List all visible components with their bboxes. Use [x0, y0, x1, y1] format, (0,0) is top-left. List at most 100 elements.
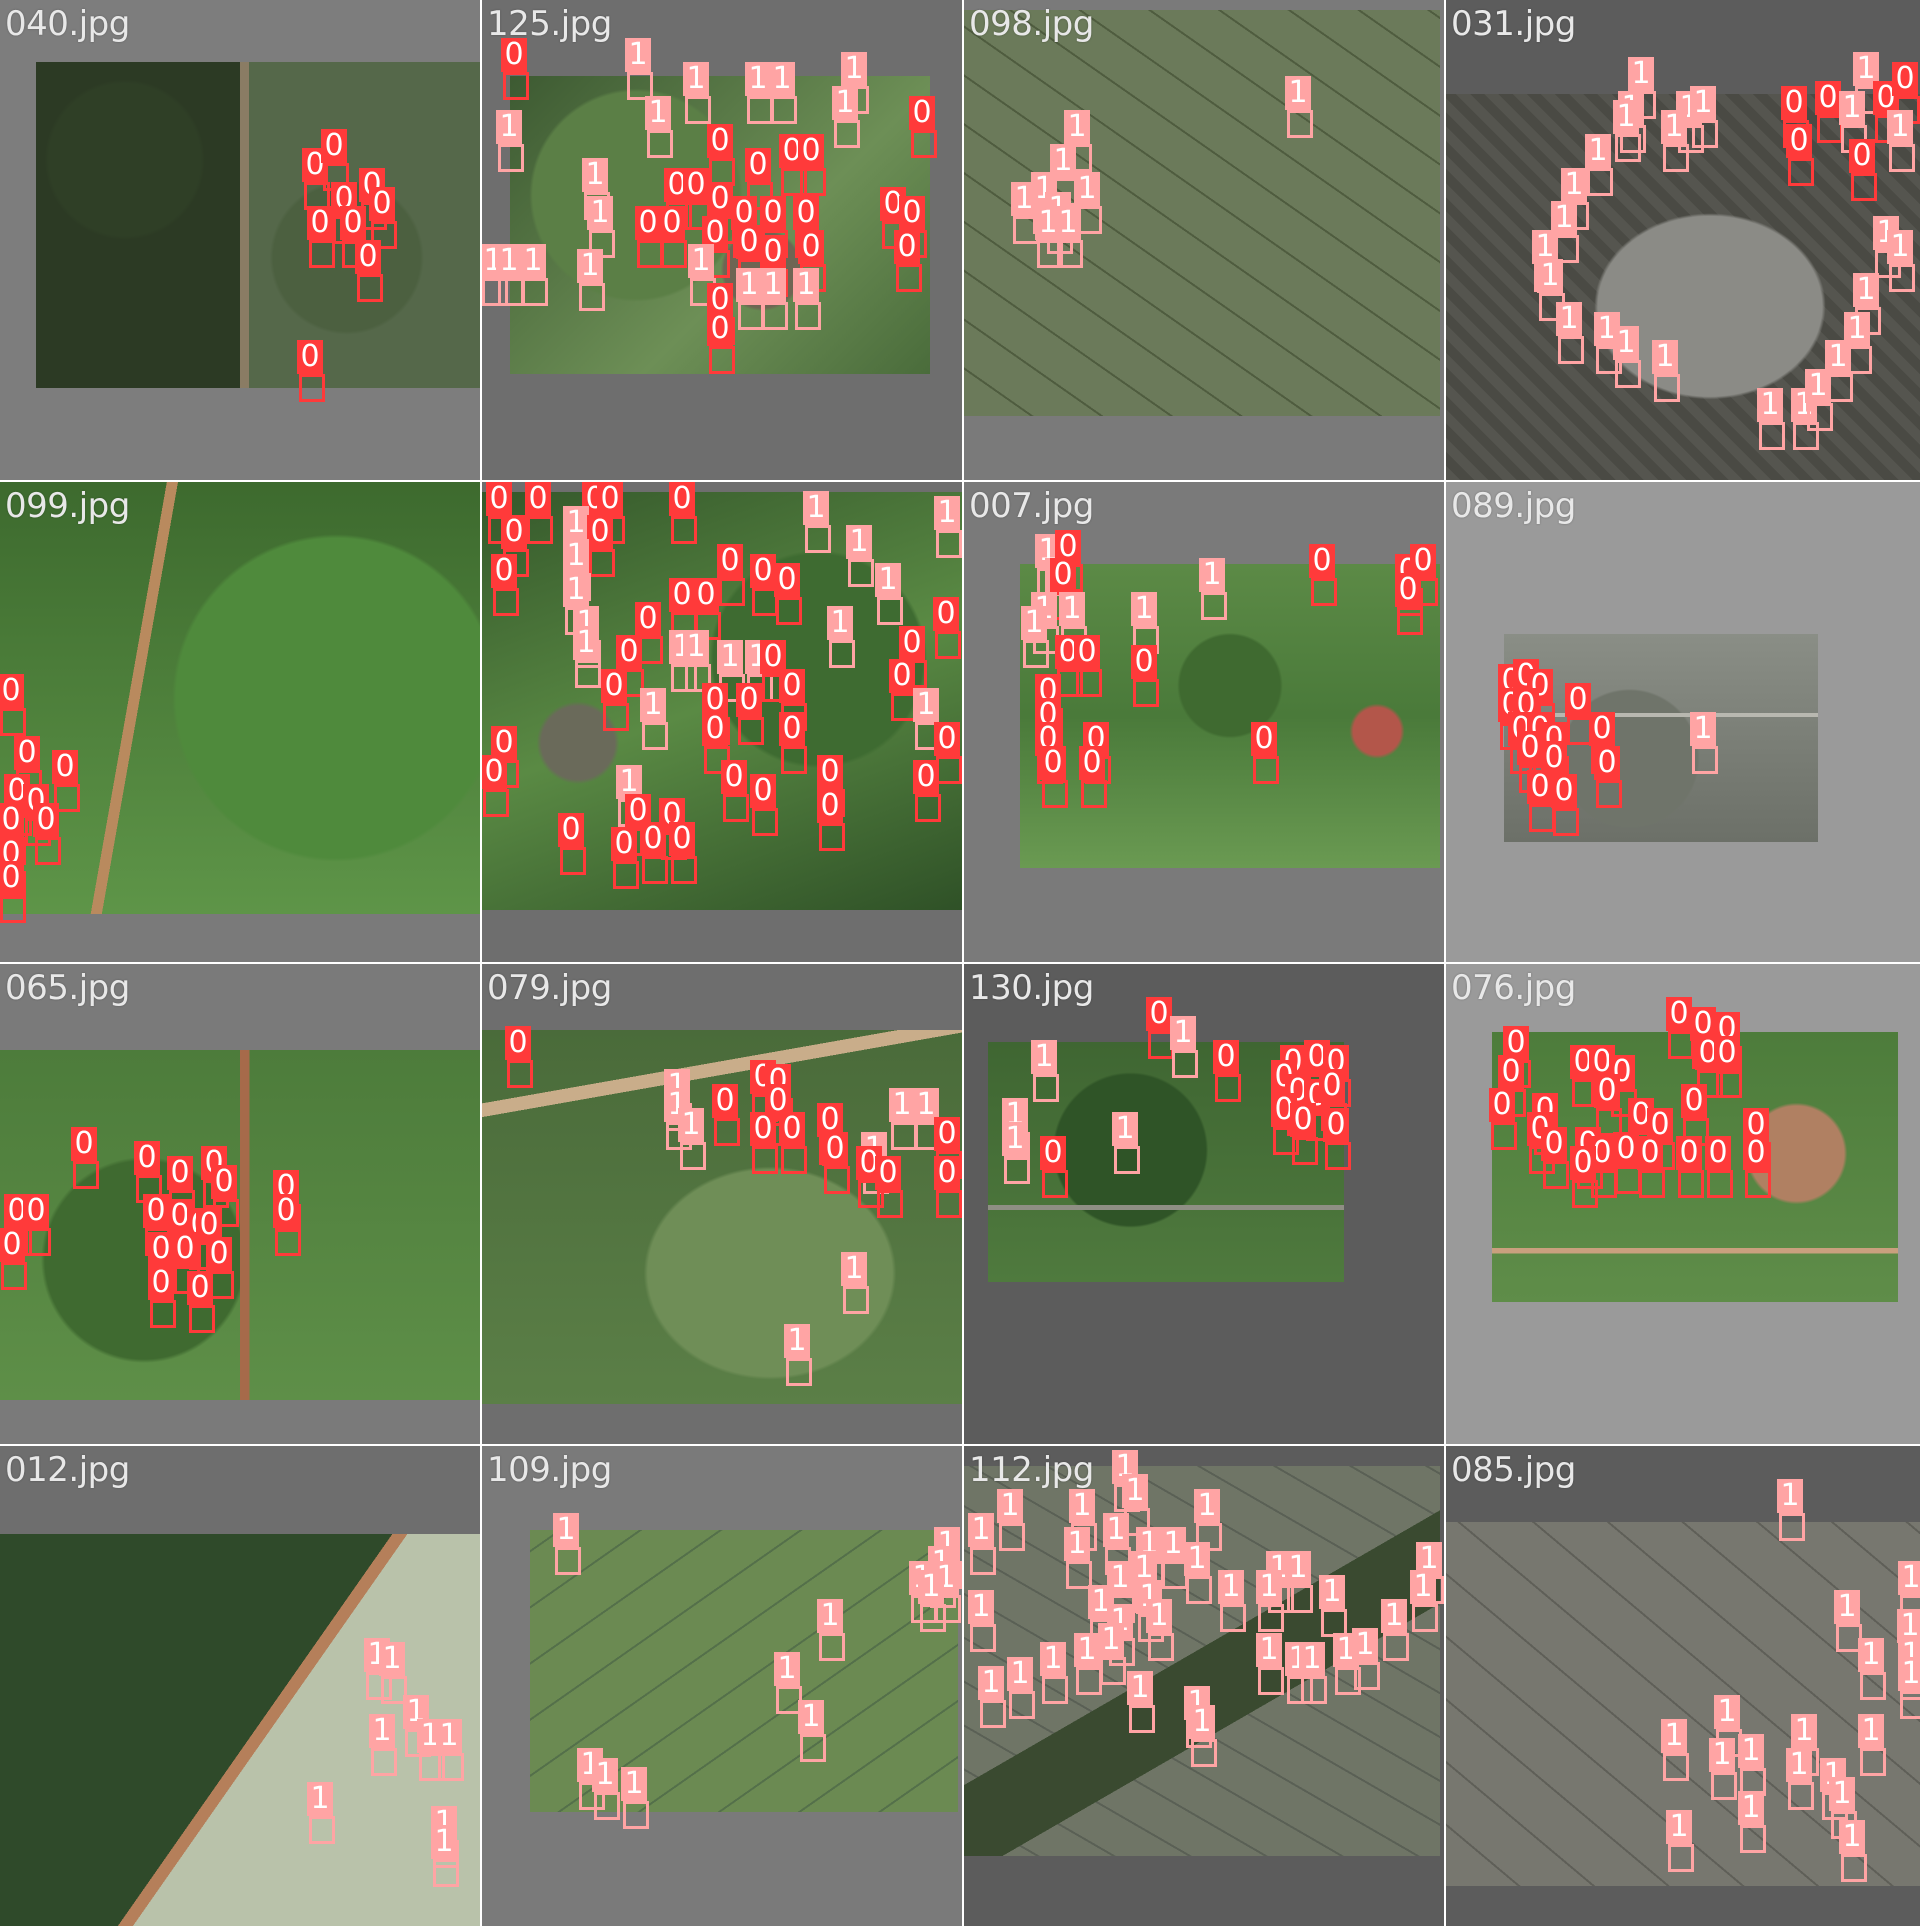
bounding-box	[800, 168, 826, 196]
bounding-box	[1325, 1142, 1351, 1170]
filename-label: 130.jpg	[969, 968, 1094, 1008]
detection-box-class-0: 0	[669, 822, 697, 884]
bounding-box	[1148, 1633, 1174, 1661]
bounding-box	[1397, 607, 1423, 635]
class-label: 1	[1585, 134, 1611, 168]
bounding-box	[1788, 1782, 1814, 1810]
bounding-box	[805, 525, 831, 553]
class-label: 1	[769, 62, 795, 96]
class-label: 0	[491, 554, 517, 588]
detection-box-class-0: 0	[0, 674, 26, 736]
aerial-photo	[0, 1534, 480, 1926]
detection-box-class-1: 1	[1040, 1642, 1068, 1704]
class-label: 1	[1170, 1016, 1196, 1050]
class-label: 0	[1849, 139, 1875, 173]
class-label: 0	[817, 1103, 843, 1137]
class-label: 1	[1690, 86, 1716, 120]
detection-box-class-1: 1	[1556, 302, 1584, 364]
bounding-box	[1615, 134, 1641, 162]
class-label: 0	[486, 482, 512, 516]
bounding-box	[1009, 1691, 1035, 1719]
bounding-box	[999, 1523, 1025, 1551]
image-tile: 1 1 1 1 1 1 1 1 1 012.jpg	[0, 1446, 480, 1926]
bounding-box	[1889, 264, 1915, 292]
bounding-box	[482, 278, 508, 306]
detection-box-class-1: 1	[1666, 1810, 1694, 1872]
class-label: 0	[321, 129, 347, 163]
detection-box-class-0: 0	[934, 1156, 962, 1218]
detection-box-class-1: 1	[875, 563, 903, 625]
detection-box-class-1: 1	[1738, 1734, 1766, 1796]
bounding-box	[642, 722, 668, 750]
detection-box-class-1: 1	[683, 62, 711, 124]
detection-box-class-1: 1	[369, 1714, 397, 1776]
filename-label: 031.jpg	[1451, 4, 1576, 44]
bounding-box	[1292, 1137, 1318, 1165]
class-label: 1	[1059, 592, 1085, 626]
class-label: 0	[0, 674, 24, 708]
class-label: 1	[1146, 1599, 1172, 1633]
bounding-box	[555, 1547, 581, 1575]
class-label: 1	[563, 573, 589, 607]
class-label: 1	[1064, 1527, 1090, 1561]
bounding-box	[438, 1753, 464, 1781]
bounding-box	[685, 96, 711, 124]
bounding-box	[0, 708, 26, 736]
detection-box-class-1: 1	[1064, 1527, 1092, 1589]
detection-box-class-0: 0	[148, 1266, 176, 1328]
detection-box-class-0: 0	[934, 722, 962, 784]
class-label: 0	[0, 1228, 25, 1262]
class-label: 1	[827, 606, 853, 640]
class-label: 0	[899, 196, 925, 230]
detection-box-class-0: 0	[611, 827, 639, 889]
class-label: 0	[134, 1141, 160, 1175]
class-label: 1	[1661, 1719, 1687, 1753]
bounding-box	[738, 302, 764, 330]
class-label: 0	[1666, 997, 1692, 1031]
detection-box-class-1: 1	[1098, 1623, 1126, 1685]
class-label: 0	[750, 774, 776, 808]
class-label: 0	[23, 1194, 49, 1228]
detection-box-class-0: 0	[355, 240, 383, 302]
detection-box-class-1: 1	[793, 268, 821, 330]
class-label: 1	[913, 1088, 939, 1122]
class-label: 0	[625, 794, 651, 828]
bounding-box	[1287, 110, 1313, 138]
class-label: 0	[1681, 1084, 1707, 1118]
bounding-box	[1258, 1604, 1284, 1632]
detection-box-class-0: 0	[1527, 770, 1555, 832]
class-label: 0	[1781, 86, 1807, 120]
class-label: 0	[1309, 544, 1335, 578]
bounding-box	[493, 588, 519, 616]
class-label: 0	[482, 755, 507, 789]
class-label: 0	[793, 196, 819, 230]
class-label: 0	[894, 230, 920, 264]
bounding-box	[709, 346, 735, 374]
detection-box-class-1: 1	[1898, 1657, 1920, 1719]
class-label: 1	[1853, 52, 1879, 86]
class-label: 0	[14, 736, 40, 770]
detection-box-class-0: 0	[71, 1127, 99, 1189]
bounding-box	[1301, 1676, 1327, 1704]
detection-box-class-1: 1	[1858, 1714, 1886, 1776]
filename-label: 076.jpg	[1451, 968, 1576, 1008]
detection-box-class-1: 1	[1738, 1791, 1766, 1853]
bounding-box	[1042, 780, 1068, 808]
detection-box-class-1: 1	[1690, 712, 1718, 774]
bounding-box	[603, 703, 629, 731]
bounding-box	[1287, 1676, 1313, 1704]
class-label: 0	[717, 544, 743, 578]
detection-box-class-0: 0	[659, 206, 687, 268]
bounding-box	[1191, 1739, 1217, 1767]
bounding-box	[1042, 1676, 1068, 1704]
bounding-box	[1572, 1180, 1598, 1208]
class-label: 0	[933, 597, 959, 631]
class-label: 0	[889, 659, 915, 693]
class-label: 1	[1613, 100, 1639, 134]
class-label: 1	[592, 1758, 618, 1792]
bounding-box	[719, 578, 745, 606]
filename-label: 098.jpg	[969, 4, 1094, 44]
class-label: 1	[1069, 1489, 1095, 1523]
